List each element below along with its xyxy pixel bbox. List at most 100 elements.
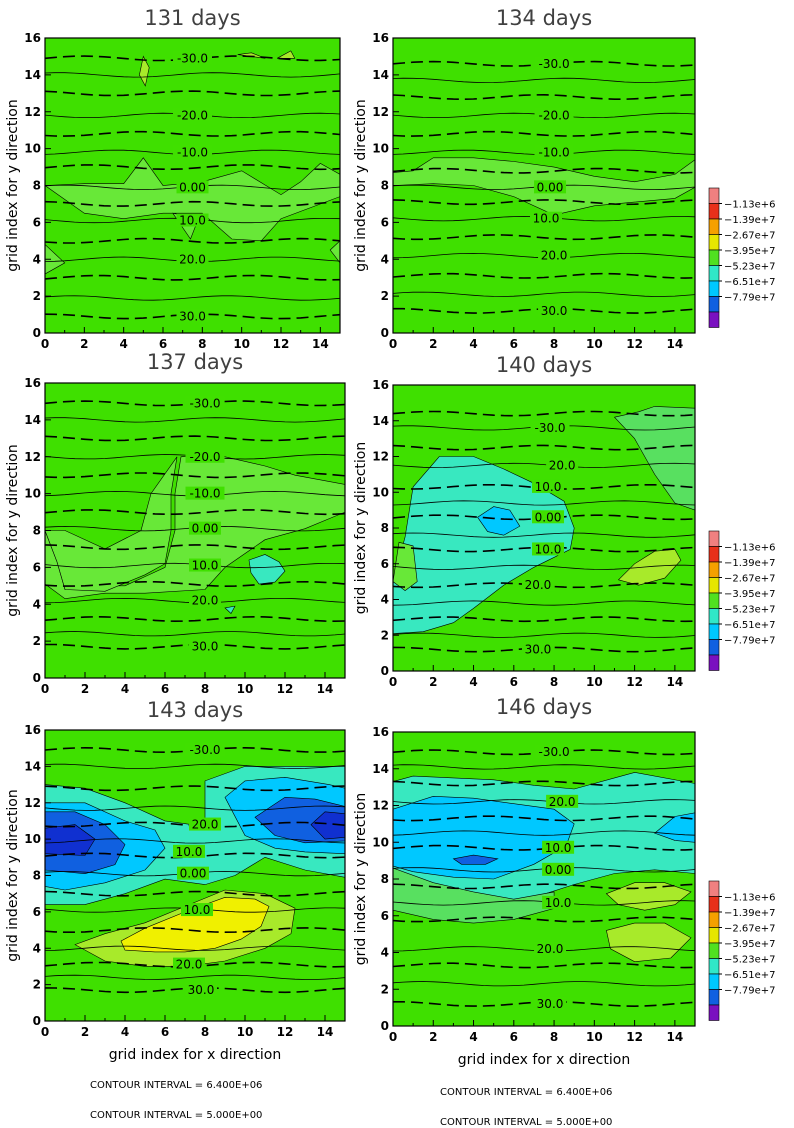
x-tick-label: 14: [317, 682, 334, 696]
colorbar-swatch: [708, 639, 720, 656]
y-tick-label: 4: [33, 252, 41, 266]
x-axis-label: grid index for x direction: [458, 1052, 630, 1068]
contour-line: [393, 291, 695, 297]
colorbar-label: −7.79e+7: [724, 986, 776, 997]
panel-title: 143 days: [146, 698, 244, 722]
contour-line: [45, 200, 340, 207]
contour-label-bg: [181, 903, 213, 917]
contour-region: [139, 55, 150, 87]
x-tick-label: 14: [667, 675, 684, 689]
y-tick-label: 10: [24, 487, 41, 501]
colorbar-swatch: [708, 265, 720, 282]
x-tick-label: 2: [80, 337, 88, 351]
contour-label-bg: [176, 180, 209, 194]
contour-line: [45, 544, 345, 551]
y-tick-label: 12: [24, 450, 41, 464]
x-tick-label: 4: [469, 675, 477, 689]
y-tick-label: 6: [33, 215, 41, 229]
contour-label: 20.0: [192, 594, 219, 608]
contour-label: 20.0: [192, 818, 219, 832]
contour-label-bg: [521, 578, 554, 592]
contour-label: 30.0: [188, 983, 215, 997]
x-tick-label: 0: [389, 675, 397, 689]
contour-region: [606, 922, 692, 963]
y-tick-label: 0: [33, 671, 41, 685]
x-tick-label: 12: [626, 337, 643, 351]
contour-label-bg: [534, 145, 574, 159]
contour-label: -30.0: [539, 745, 570, 759]
contour-line: [45, 417, 345, 423]
contour-label-bg: [173, 957, 205, 971]
contour-label-bg: [173, 108, 212, 122]
contour-label-bg: [173, 145, 212, 159]
x-tick-label: 8: [201, 1025, 209, 1039]
contour-line: [393, 167, 695, 174]
contour-line: [393, 883, 695, 890]
colorbar-swatch: [708, 1004, 720, 1021]
contour-line: [393, 764, 695, 770]
x-tick-label: 10: [586, 1030, 603, 1044]
colorbar-swatch: [708, 530, 720, 547]
colorbar-swatch: [708, 942, 720, 959]
contour-label-bg: [189, 639, 221, 653]
contour-label: 30.0: [537, 997, 564, 1011]
colorbar-label: −2.67e+7: [724, 574, 776, 585]
colorbar-swatch: [708, 927, 720, 944]
y-tick-label: 12: [24, 796, 41, 810]
contour-region: [248, 554, 286, 585]
contour-label: 0.00: [179, 180, 206, 194]
contour-line: [393, 410, 695, 417]
y-tick-label: 14: [24, 413, 41, 427]
contour-line: [45, 237, 340, 244]
contour-line: [393, 616, 695, 623]
y-tick-label: 12: [372, 799, 389, 813]
contour-line: [45, 631, 345, 637]
contour-line: [45, 763, 345, 770]
contour-line: [393, 815, 695, 822]
x-tick-label: 4: [469, 337, 477, 351]
contour-label: 10.0: [176, 845, 203, 859]
colorbar-label: −5.23e+7: [724, 605, 776, 616]
contour-label: 10.0: [533, 212, 560, 226]
y-tick-label: 12: [24, 105, 41, 119]
colorbar-swatch: [708, 296, 720, 313]
contour-line: [45, 90, 340, 97]
y-tick-label: 4: [381, 593, 389, 607]
contour-plot: -30.0 20.0 10.0 0.00 10.0 20.0 30.0 0 2 4 6 8 10 12 14…: [353, 726, 696, 1068]
colorbar-label: −1.13e+6: [724, 543, 776, 554]
y-tick-label: 4: [381, 946, 389, 960]
x-tick-label: 10: [233, 337, 250, 351]
x-tick-label: 6: [161, 682, 169, 696]
y-tick-label: 10: [372, 835, 389, 849]
contour-plot: -30.0 -20.0 -10.0 0.00 10.0 20.0 30.0 0 2 4 6 8 10 12…: [5, 32, 341, 351]
colorbar-label: −6.51e+7: [724, 970, 776, 981]
x-tick-label: 6: [510, 337, 518, 351]
contour-label: 10.0: [535, 542, 562, 556]
y-tick-label: 12: [372, 450, 389, 464]
colorbar-label: −5.23e+7: [724, 262, 776, 273]
panel-title: 137 days: [146, 350, 244, 374]
x-tick-label: 2: [429, 337, 437, 351]
colorbar-label: −1.39e+7: [724, 558, 776, 569]
contour-line: [393, 130, 695, 137]
contour-label: 20.0: [179, 252, 206, 266]
x-tick-label: 14: [317, 1025, 334, 1039]
contour-region: [617, 549, 682, 586]
x-tick-label: 12: [626, 1030, 643, 1044]
contour-label-bg: [534, 745, 574, 759]
contour-region: [224, 605, 236, 614]
y-tick-label: 0: [33, 1014, 41, 1028]
panel-title: 140 days: [495, 353, 593, 377]
contour-line: [393, 532, 695, 538]
contour-label-bg: [173, 844, 205, 858]
x-tick-label: 0: [389, 1030, 397, 1044]
contour-line: [393, 444, 695, 451]
panel-title: 146 days: [495, 695, 593, 719]
contour-label: -20.0: [177, 108, 208, 122]
contour-line: [45, 805, 345, 811]
contour-region: [613, 406, 695, 511]
contour-region: [45, 456, 178, 592]
contour-line: [45, 509, 345, 516]
x-tick-label: 14: [312, 337, 329, 351]
contour-label-bg: [189, 521, 221, 535]
